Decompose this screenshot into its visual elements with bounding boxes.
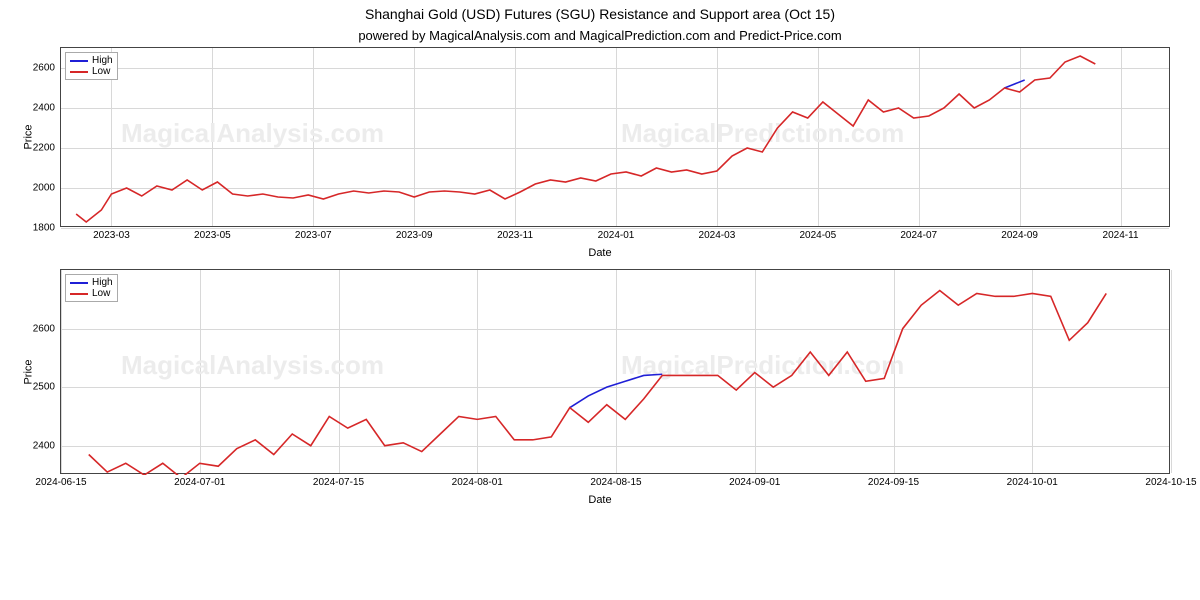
chart-top-plot-area: High Low MagicalAnalysis.com MagicalPred… <box>60 47 1170 227</box>
xtick-label: 2024-08-01 <box>452 473 503 488</box>
xtick-label: 2024-09-01 <box>729 473 780 488</box>
legend-swatch-low <box>70 293 88 295</box>
xtick-label: 2024-11 <box>1103 226 1139 241</box>
series-low <box>89 291 1107 476</box>
xtick-label: 2024-10-15 <box>1145 473 1196 488</box>
xtick-label: 2024-09 <box>1001 226 1038 241</box>
legend-label-high: High <box>92 277 113 288</box>
legend-swatch-high <box>70 60 88 62</box>
chart-bottom: Price High Low MagicalAnalysis.com Magic… <box>60 269 1180 474</box>
page-subtitle: powered by MagicalAnalysis.com and Magic… <box>0 22 1200 47</box>
legend-swatch-low <box>70 71 88 73</box>
chart-bottom-plot-area: High Low MagicalAnalysis.com MagicalPred… <box>60 269 1170 474</box>
xtick-label: 2024-10-01 <box>1007 473 1058 488</box>
legend-label-low: Low <box>92 288 110 299</box>
ytick-label: 1800 <box>33 223 61 234</box>
xtick-label: 2023-09 <box>396 226 433 241</box>
legend-item-high: High <box>70 55 113 66</box>
legend-label-high: High <box>92 55 113 66</box>
xtick-label: 2024-01 <box>598 226 635 241</box>
xtick-label: 2024-08-15 <box>590 473 641 488</box>
legend-item-high: High <box>70 277 113 288</box>
gridline-vertical <box>1171 270 1172 473</box>
xtick-label: 2023-03 <box>93 226 130 241</box>
ytick-label: 2600 <box>33 323 61 334</box>
chart-top: Price High Low MagicalAnalysis.com Magic… <box>60 47 1180 227</box>
plot-svg <box>61 48 1171 228</box>
series-low <box>76 56 1095 222</box>
xtick-label: 2024-07-15 <box>313 473 364 488</box>
xtick-label: 2024-07 <box>900 226 937 241</box>
legend: High Low <box>65 52 118 80</box>
y-axis-label: Price <box>23 359 35 384</box>
xtick-label: 2023-11 <box>497 226 533 241</box>
ytick-label: 2200 <box>33 143 61 154</box>
page-title: Shanghai Gold (USD) Futures (SGU) Resist… <box>0 0 1200 22</box>
xtick-label: 2024-03 <box>699 226 736 241</box>
legend-item-low: Low <box>70 66 113 77</box>
ytick-label: 2400 <box>33 103 61 114</box>
ytick-label: 2400 <box>33 440 61 451</box>
series-high <box>1005 80 1025 88</box>
legend-item-low: Low <box>70 288 113 299</box>
legend: High Low <box>65 274 118 302</box>
legend-label-low: Low <box>92 66 110 77</box>
xtick-label: 2024-09-15 <box>868 473 919 488</box>
ytick-label: 2500 <box>33 382 61 393</box>
x-axis-label: Date <box>0 494 1200 506</box>
ytick-label: 2600 <box>33 63 61 74</box>
xtick-label: 2024-07-01 <box>174 473 225 488</box>
xtick-label: 2023-07 <box>295 226 332 241</box>
legend-swatch-high <box>70 282 88 284</box>
xtick-label: 2024-06-15 <box>35 473 86 488</box>
x-axis-label: Date <box>0 247 1200 259</box>
xtick-label: 2023-05 <box>194 226 231 241</box>
series-high <box>570 374 663 407</box>
xtick-label: 2024-05 <box>799 226 836 241</box>
ytick-label: 2000 <box>33 183 61 194</box>
plot-svg <box>61 270 1171 475</box>
